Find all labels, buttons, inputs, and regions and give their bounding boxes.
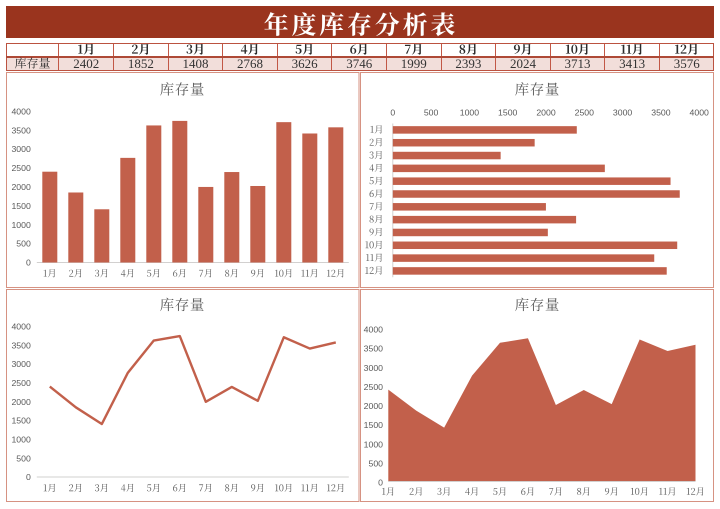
svg-text:3576: 3576 <box>674 56 701 71</box>
svg-text:2024: 2024 <box>510 56 537 71</box>
svg-text:0: 0 <box>390 107 395 117</box>
svg-text:1000: 1000 <box>11 220 30 230</box>
svg-text:2500: 2500 <box>575 107 594 117</box>
svg-text:1500: 1500 <box>11 201 30 211</box>
svg-text:3500: 3500 <box>651 107 670 117</box>
svg-text:500: 500 <box>424 107 439 117</box>
svg-text:3000: 3000 <box>11 144 30 154</box>
svg-text:3000: 3000 <box>364 363 383 373</box>
svg-text:1500: 1500 <box>498 107 517 117</box>
svg-text:2000: 2000 <box>536 107 555 117</box>
svg-text:1408: 1408 <box>182 56 208 71</box>
svg-text:1999: 1999 <box>401 56 427 71</box>
svg-text:4000: 4000 <box>11 106 30 116</box>
svg-text:3500: 3500 <box>11 125 30 135</box>
svg-text:2000: 2000 <box>11 182 30 192</box>
svg-text:0: 0 <box>26 472 31 482</box>
svg-text:2000: 2000 <box>11 397 30 407</box>
svg-text:3746: 3746 <box>346 56 373 71</box>
svg-text:0: 0 <box>26 258 31 268</box>
svg-text:2500: 2500 <box>11 163 30 173</box>
svg-text:2402: 2402 <box>73 56 99 71</box>
svg-text:1852: 1852 <box>128 56 154 71</box>
svg-text:3000: 3000 <box>613 107 632 117</box>
svg-text:2500: 2500 <box>11 378 30 388</box>
svg-text:1500: 1500 <box>11 416 30 426</box>
svg-text:3413: 3413 <box>619 56 645 71</box>
svg-text:2000: 2000 <box>364 401 383 411</box>
svg-text:2768: 2768 <box>237 56 263 71</box>
svg-text:4000: 4000 <box>11 322 30 332</box>
svg-text:1000: 1000 <box>11 434 30 444</box>
svg-text:3713: 3713 <box>565 56 591 71</box>
svg-text:500: 500 <box>16 239 31 249</box>
svg-text:2393: 2393 <box>455 56 481 71</box>
svg-text:1500: 1500 <box>364 420 383 430</box>
svg-text:4000: 4000 <box>364 325 383 335</box>
svg-text:4000: 4000 <box>690 107 709 117</box>
svg-text:3626: 3626 <box>292 56 319 71</box>
svg-text:500: 500 <box>369 458 384 468</box>
svg-text:500: 500 <box>16 453 31 463</box>
svg-text:1000: 1000 <box>460 107 479 117</box>
svg-text:3500: 3500 <box>11 340 30 350</box>
svg-text:0: 0 <box>378 478 383 488</box>
svg-text:1000: 1000 <box>364 439 383 449</box>
svg-text:3500: 3500 <box>364 344 383 354</box>
svg-text:2500: 2500 <box>364 382 383 392</box>
svg-text:3000: 3000 <box>11 359 30 369</box>
